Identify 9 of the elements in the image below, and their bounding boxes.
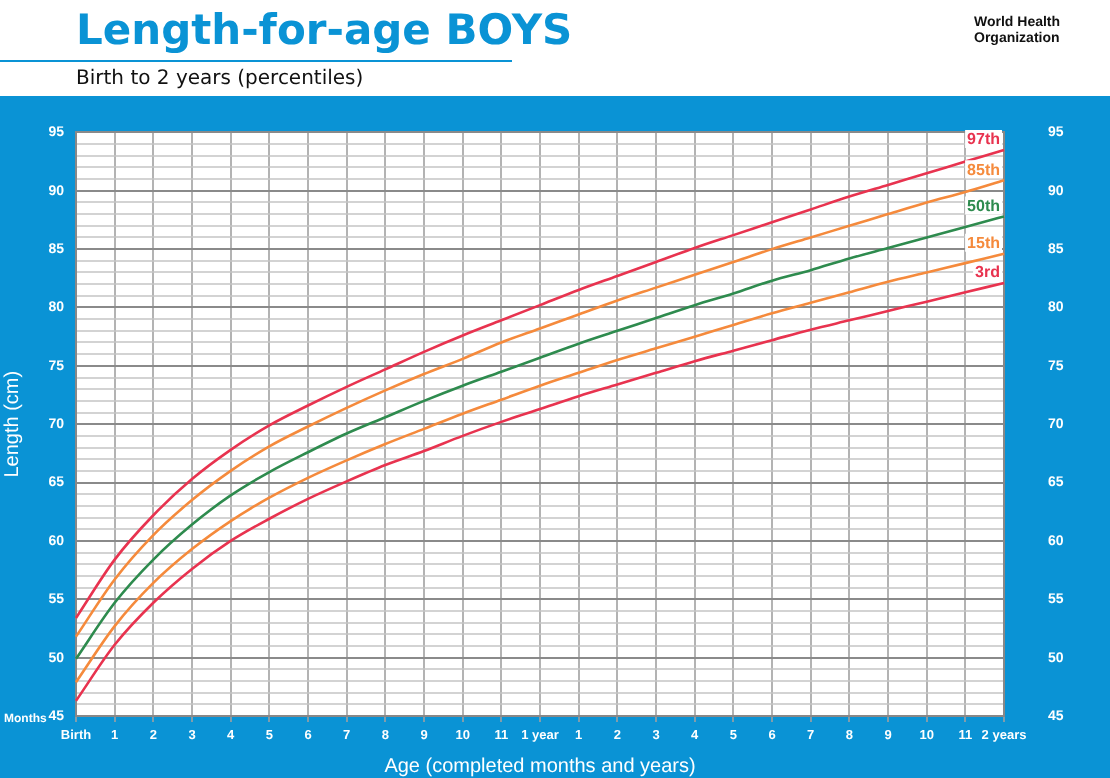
chart-title: Length-for-age BOYS [76,6,573,54]
chart-subtitle: Birth to 2 years (percentiles) [76,68,364,90]
x-axis-title: Age (completed months and years) [384,755,696,778]
series-label: 97th [967,130,1001,149]
series-label: 15th [967,234,1001,253]
y-axis-title: Length (cm) [1,370,24,478]
series-label: 85th [967,160,1001,179]
series-label: 50th [967,196,1001,215]
series-label: 3rd [975,263,1001,282]
